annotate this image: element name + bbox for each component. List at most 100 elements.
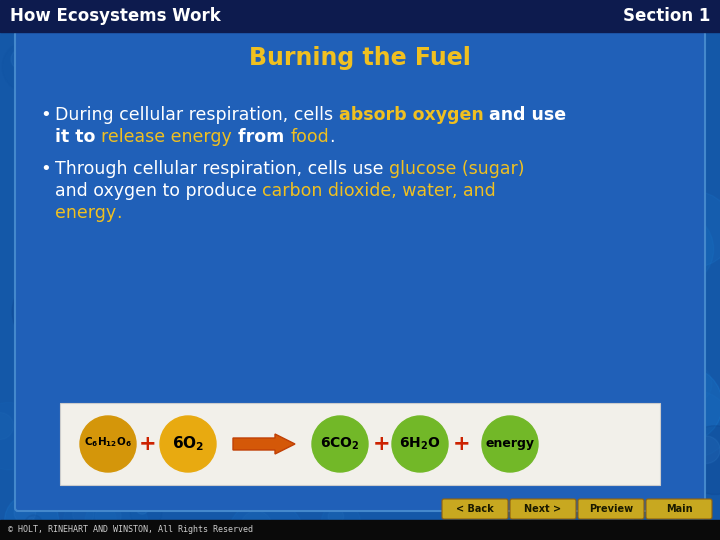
- Circle shape: [156, 5, 168, 18]
- Circle shape: [297, 167, 374, 244]
- Circle shape: [432, 0, 464, 22]
- Circle shape: [210, 122, 242, 154]
- Circle shape: [384, 206, 450, 272]
- Circle shape: [14, 502, 36, 523]
- Circle shape: [536, 228, 606, 298]
- Circle shape: [528, 419, 563, 455]
- Circle shape: [431, 422, 450, 441]
- Circle shape: [12, 275, 85, 348]
- Circle shape: [608, 237, 640, 268]
- Circle shape: [508, 284, 528, 305]
- Circle shape: [489, 463, 517, 491]
- Text: energy: energy: [55, 204, 116, 222]
- Circle shape: [419, 106, 509, 195]
- Text: Next >: Next >: [524, 504, 562, 514]
- Circle shape: [270, 216, 315, 261]
- Circle shape: [4, 494, 59, 540]
- Circle shape: [132, 223, 139, 231]
- Circle shape: [585, 98, 629, 143]
- Circle shape: [518, 421, 551, 455]
- Circle shape: [524, 67, 553, 96]
- Circle shape: [585, 458, 609, 482]
- Circle shape: [395, 339, 431, 374]
- Circle shape: [150, 1, 181, 32]
- Circle shape: [387, 314, 433, 360]
- Circle shape: [438, 182, 467, 212]
- Circle shape: [451, 463, 495, 508]
- Circle shape: [179, 242, 194, 257]
- Circle shape: [621, 173, 631, 184]
- Circle shape: [244, 210, 314, 279]
- Circle shape: [240, 196, 274, 231]
- Circle shape: [534, 424, 548, 438]
- Circle shape: [616, 170, 642, 195]
- Circle shape: [250, 207, 270, 227]
- Circle shape: [472, 124, 510, 162]
- Circle shape: [636, 501, 708, 540]
- Circle shape: [251, 263, 279, 292]
- FancyBboxPatch shape: [646, 499, 712, 519]
- Circle shape: [638, 211, 714, 287]
- Circle shape: [643, 181, 665, 203]
- Circle shape: [609, 333, 633, 357]
- Circle shape: [363, 196, 448, 281]
- Circle shape: [573, 154, 616, 198]
- Circle shape: [44, 164, 119, 239]
- Circle shape: [503, 74, 552, 123]
- Circle shape: [405, 298, 435, 328]
- Circle shape: [121, 458, 131, 468]
- Circle shape: [32, 395, 52, 415]
- Circle shape: [40, 58, 55, 74]
- Circle shape: [135, 386, 175, 427]
- Text: How Ecosystems Work: How Ecosystems Work: [10, 7, 221, 25]
- Circle shape: [431, 331, 518, 418]
- Circle shape: [478, 162, 513, 197]
- Circle shape: [194, 421, 271, 497]
- Circle shape: [348, 289, 423, 363]
- FancyArrow shape: [233, 434, 295, 454]
- Text: Section 1: Section 1: [623, 7, 710, 25]
- Circle shape: [348, 36, 368, 56]
- Circle shape: [570, 307, 601, 338]
- Circle shape: [168, 264, 190, 286]
- Text: $\mathregular{6O_2}$: $\mathregular{6O_2}$: [172, 435, 204, 454]
- Circle shape: [484, 222, 554, 293]
- Circle shape: [575, 449, 635, 510]
- Text: food: food: [290, 128, 329, 146]
- Circle shape: [595, 225, 673, 304]
- Text: •: •: [40, 160, 50, 178]
- Text: $\mathregular{6H_2O}$: $\mathregular{6H_2O}$: [399, 436, 441, 452]
- Circle shape: [150, 410, 208, 468]
- Circle shape: [289, 35, 298, 43]
- Circle shape: [278, 222, 296, 241]
- FancyBboxPatch shape: [510, 499, 576, 519]
- Circle shape: [128, 220, 147, 239]
- Text: it to: it to: [55, 128, 102, 146]
- Circle shape: [160, 416, 216, 472]
- Circle shape: [63, 496, 117, 540]
- Circle shape: [496, 501, 531, 536]
- Circle shape: [413, 19, 487, 92]
- Circle shape: [681, 69, 701, 89]
- Circle shape: [604, 510, 635, 540]
- Circle shape: [524, 106, 552, 134]
- Circle shape: [660, 378, 690, 408]
- Circle shape: [673, 364, 712, 403]
- Circle shape: [130, 497, 162, 529]
- Circle shape: [163, 177, 181, 195]
- Text: +: +: [373, 434, 391, 454]
- Bar: [0, 520, 720, 540]
- Text: .: .: [116, 204, 122, 222]
- Circle shape: [225, 183, 310, 269]
- Circle shape: [84, 494, 148, 540]
- Circle shape: [519, 210, 539, 229]
- Text: $\mathregular{C_6H_{12}O_6}$: $\mathregular{C_6H_{12}O_6}$: [84, 435, 132, 449]
- Circle shape: [480, 488, 567, 540]
- Circle shape: [175, 44, 196, 65]
- Circle shape: [56, 0, 121, 50]
- Text: Main: Main: [666, 504, 693, 514]
- Circle shape: [38, 152, 101, 214]
- Circle shape: [260, 127, 338, 205]
- Circle shape: [114, 206, 187, 279]
- Circle shape: [659, 232, 670, 243]
